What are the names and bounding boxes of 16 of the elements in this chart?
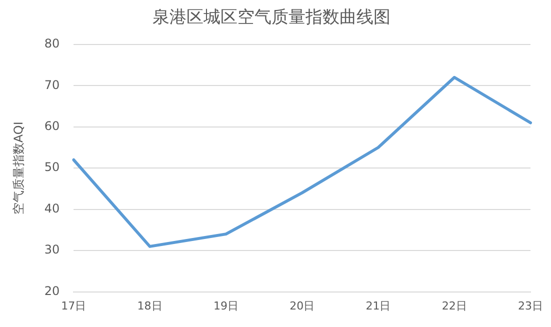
y-tick-label: 40 [44, 201, 60, 216]
x-tick-label: 23日 [518, 299, 543, 312]
y-tick-label: 70 [44, 78, 60, 92]
x-tick-label: 19日 [213, 299, 238, 312]
y-tick-label: 30 [44, 242, 60, 257]
y-tick-label: 50 [44, 160, 60, 174]
x-tick-label: 22日 [442, 299, 467, 312]
x-tick-label: 18日 [137, 299, 162, 312]
y-axis-title: 空气质量指数AQI [11, 122, 26, 215]
chart-title: 泉港区城区空气质量指数曲线图 [152, 8, 390, 28]
x-tick-label: 20日 [290, 299, 315, 312]
x-tick-label: 17日 [61, 299, 86, 312]
y-tick-label: 20 [44, 284, 60, 298]
y-tick-label: 80 [44, 36, 60, 51]
y-tick-label: 60 [44, 118, 60, 133]
x-tick-label: 21日 [366, 299, 391, 312]
